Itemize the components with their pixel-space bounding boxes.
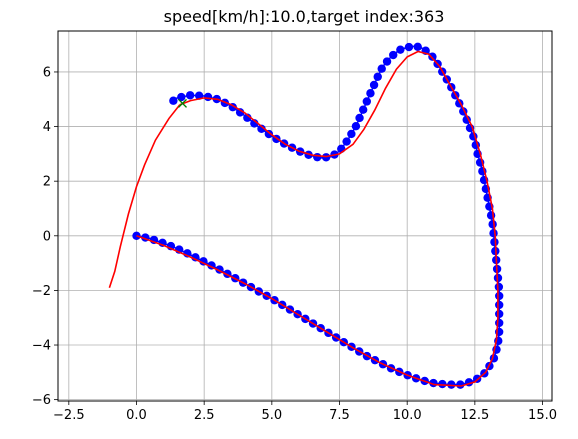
course-point <box>351 121 361 131</box>
series-group <box>108 42 504 389</box>
vehicle-trajectory-line <box>108 104 181 288</box>
course-point <box>203 92 213 102</box>
course-point <box>489 228 498 238</box>
course-point <box>313 152 322 162</box>
course-point <box>462 115 471 124</box>
course-point <box>428 52 437 61</box>
x-tick-label: 7.5 <box>329 408 350 423</box>
course-point <box>347 129 356 139</box>
course-point <box>369 80 379 90</box>
y-tick-label: −6 <box>32 393 51 408</box>
course-point <box>413 42 422 52</box>
x-tick-label: 15.0 <box>528 408 557 423</box>
trajectory-continuation-line <box>136 50 499 387</box>
course-point <box>177 92 186 102</box>
y-tick-label: 0 <box>43 229 51 244</box>
y-tick-label: 4 <box>43 120 51 135</box>
course-point <box>362 97 372 106</box>
x-tick-label: 10.0 <box>393 408 422 423</box>
target-point-marker <box>178 98 187 108</box>
course-point <box>494 282 504 292</box>
course-point <box>366 89 375 98</box>
course-point <box>355 113 364 123</box>
x-tick-label: 5.0 <box>261 408 282 423</box>
x-tick-label: 12.5 <box>460 408 489 423</box>
x-tick-label: −2.5 <box>53 408 85 423</box>
course-point <box>264 129 274 139</box>
course-point <box>396 45 405 54</box>
chart-title: speed[km/h]:10.0,target index:363 <box>164 7 445 26</box>
course-point <box>389 50 398 60</box>
course-point <box>132 231 141 240</box>
y-tick-label: −2 <box>32 284 51 299</box>
course-point <box>191 253 200 262</box>
course-point <box>377 64 386 73</box>
x-axis-ticks: −2.5 0.0 2.5 5.0 7.5 10.0 12.5 15.0 <box>53 401 557 423</box>
series-target-point <box>178 98 187 108</box>
course-point <box>456 380 465 389</box>
x-tick-label: 2.5 <box>194 408 215 423</box>
series-trajectory-continuation <box>136 50 499 387</box>
y-tick-label: 6 <box>43 65 51 80</box>
course-point <box>382 57 392 66</box>
course-point <box>404 42 414 52</box>
course-point <box>447 380 456 389</box>
course-point <box>490 237 499 247</box>
y-tick-label: 2 <box>43 175 51 190</box>
course-point <box>185 91 195 100</box>
course-point <box>257 124 266 134</box>
course-point <box>488 220 497 229</box>
course-point <box>373 72 382 81</box>
course-point <box>342 137 351 146</box>
course-point <box>495 300 504 310</box>
grid-lines <box>58 31 552 401</box>
series-vehicle-trajectory <box>108 104 181 288</box>
course-point <box>358 105 368 114</box>
course-point <box>495 318 504 328</box>
course-point <box>438 379 447 389</box>
y-tick-label: −4 <box>32 339 51 354</box>
x-tick-label: 0.0 <box>126 408 147 423</box>
plot-frame <box>57 30 553 402</box>
course-point <box>495 291 504 301</box>
course-point <box>169 96 178 105</box>
course-point <box>495 309 504 319</box>
y-axis-ticks: −6 −4 −2 0 2 4 6 <box>32 65 58 408</box>
course-point <box>235 108 245 117</box>
